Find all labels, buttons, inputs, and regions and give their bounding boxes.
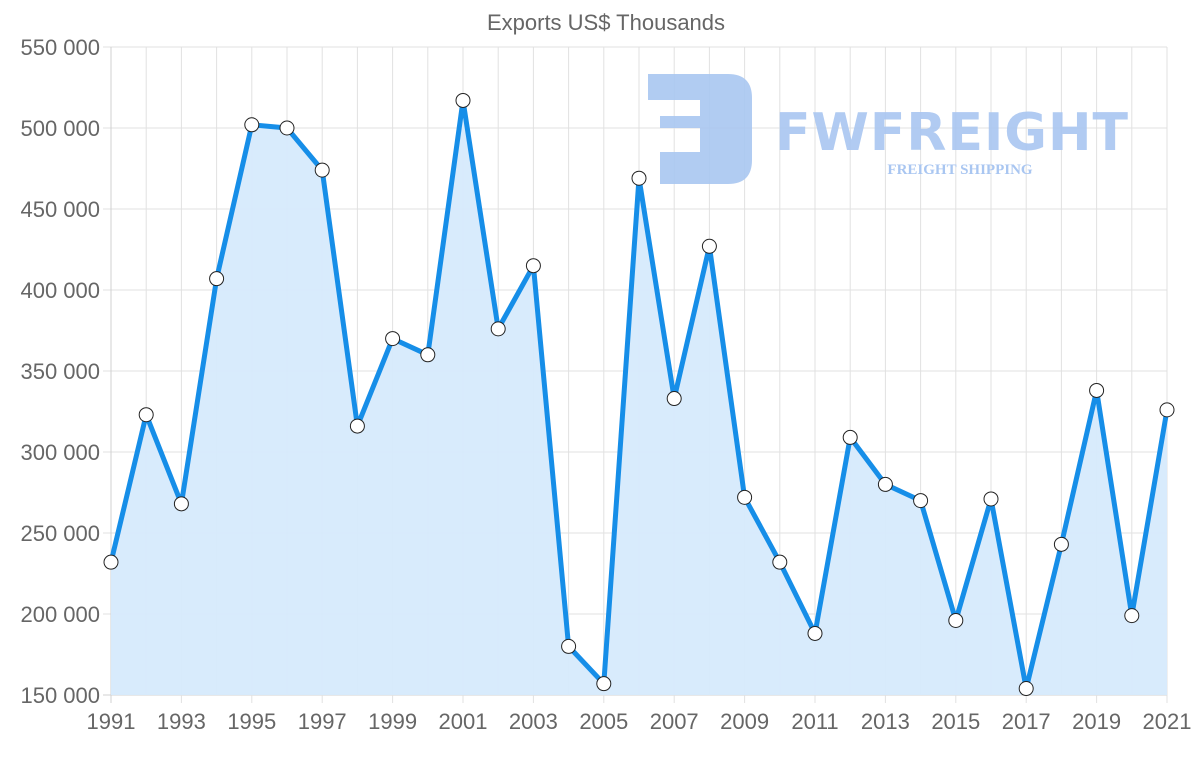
fwfreight-logo-icon xyxy=(648,74,752,184)
data-point[interactable] xyxy=(490,321,506,337)
data-point[interactable] xyxy=(807,625,823,641)
data-point[interactable] xyxy=(772,554,788,570)
y-tick-label: 550 000 xyxy=(20,35,100,60)
y-tick-label: 300 000 xyxy=(20,440,100,465)
y-tick-label: 250 000 xyxy=(20,521,100,546)
data-point[interactable] xyxy=(279,120,295,136)
data-point[interactable] xyxy=(701,238,717,254)
x-tick-label: 2001 xyxy=(439,709,488,734)
x-axis-ticks: 1991 1993 1995 1997 1999 2001 2003 2005 2007 2009… xyxy=(87,709,1192,734)
data-point[interactable] xyxy=(596,676,612,692)
data-point[interactable] xyxy=(842,429,858,445)
data-point[interactable] xyxy=(1053,536,1069,552)
x-tick-label: 2003 xyxy=(509,709,558,734)
x-tick-label: 2009 xyxy=(720,709,769,734)
x-tick-label: 2007 xyxy=(650,709,699,734)
data-point[interactable] xyxy=(103,554,119,570)
data-point[interactable] xyxy=(948,612,964,628)
x-tick-label: 2011 xyxy=(791,709,838,734)
watermark-tagline: FREIGHT SHIPPING xyxy=(887,162,1032,178)
data-point[interactable] xyxy=(877,476,893,492)
fwfreight-watermark: FWFREIGHT FREIGHT SHIPPING xyxy=(648,74,1129,184)
data-point[interactable] xyxy=(138,407,154,423)
data-point[interactable] xyxy=(913,493,929,509)
data-point[interactable] xyxy=(666,391,682,407)
y-tick-label: 500 000 xyxy=(20,116,100,141)
data-point[interactable] xyxy=(1018,681,1034,697)
x-tick-label: 1995 xyxy=(227,709,276,734)
x-tick-label: 1999 xyxy=(368,709,417,734)
x-tick-label: 2005 xyxy=(579,709,628,734)
data-point[interactable] xyxy=(1159,402,1175,418)
y-tick-label: 200 000 xyxy=(20,602,100,627)
x-tick-label: 1993 xyxy=(157,709,206,734)
data-point[interactable] xyxy=(349,418,365,434)
data-point[interactable] xyxy=(209,271,225,287)
watermark-brand: FWFREIGHT xyxy=(775,103,1129,163)
data-point[interactable] xyxy=(1124,608,1140,624)
data-point[interactable] xyxy=(244,117,260,133)
y-axis-ticks: 150 000 200 000 250 000 300 000 350 000 400 0… xyxy=(20,35,100,708)
chart-title: Exports US$ Thousands xyxy=(487,10,725,35)
y-tick-label: 450 000 xyxy=(20,197,100,222)
y-tick-label: 400 000 xyxy=(20,278,100,303)
data-point[interactable] xyxy=(385,331,401,347)
data-point[interactable] xyxy=(983,491,999,507)
series-area xyxy=(111,100,1167,695)
data-point[interactable] xyxy=(525,258,541,274)
x-tick-label: 1991 xyxy=(87,709,136,734)
data-point[interactable] xyxy=(314,162,330,178)
y-tick-label: 150 000 xyxy=(20,683,100,708)
data-point[interactable] xyxy=(631,170,647,186)
x-tick-label: 2017 xyxy=(1002,709,1051,734)
data-point[interactable] xyxy=(173,496,189,512)
data-point[interactable] xyxy=(420,347,436,363)
x-tick-label: 2019 xyxy=(1072,709,1121,734)
x-tick-label: 1997 xyxy=(298,709,347,734)
data-point[interactable] xyxy=(737,489,753,505)
y-tick-label: 350 000 xyxy=(20,359,100,384)
data-point[interactable] xyxy=(455,92,471,108)
data-point[interactable] xyxy=(1089,382,1105,398)
data-point[interactable] xyxy=(561,638,577,654)
x-tick-label: 2013 xyxy=(861,709,910,734)
data-points xyxy=(103,92,1175,697)
x-tick-label: 2015 xyxy=(931,709,980,734)
x-tick-label: 2021 xyxy=(1143,709,1192,734)
